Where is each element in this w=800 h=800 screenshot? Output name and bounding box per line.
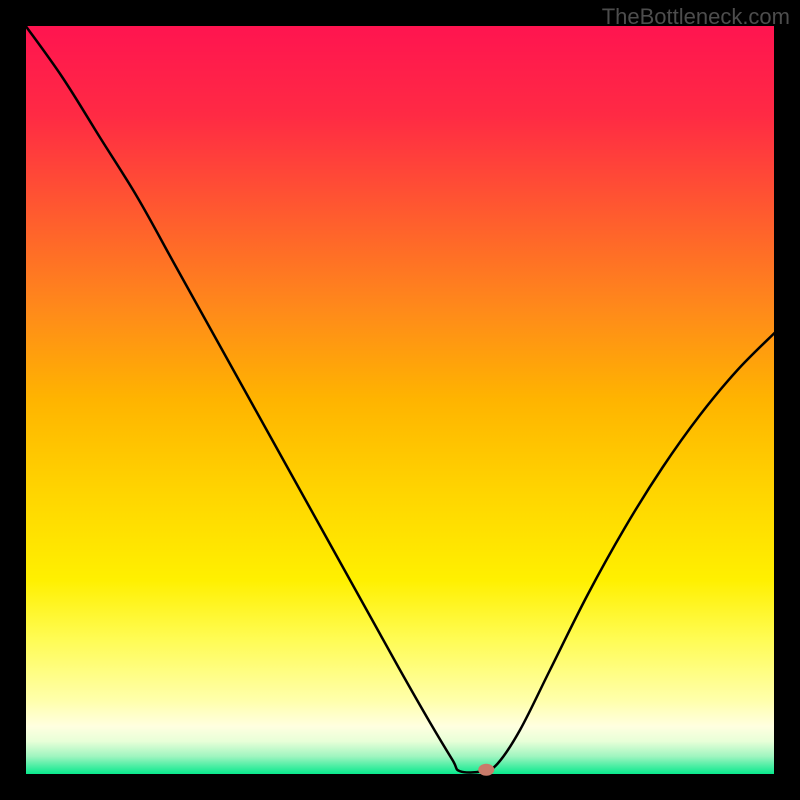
bottleneck-chart (0, 0, 800, 800)
plot-background (25, 25, 775, 775)
optimal-point-marker (478, 764, 494, 776)
watermark-text: TheBottleneck.com (602, 4, 790, 30)
